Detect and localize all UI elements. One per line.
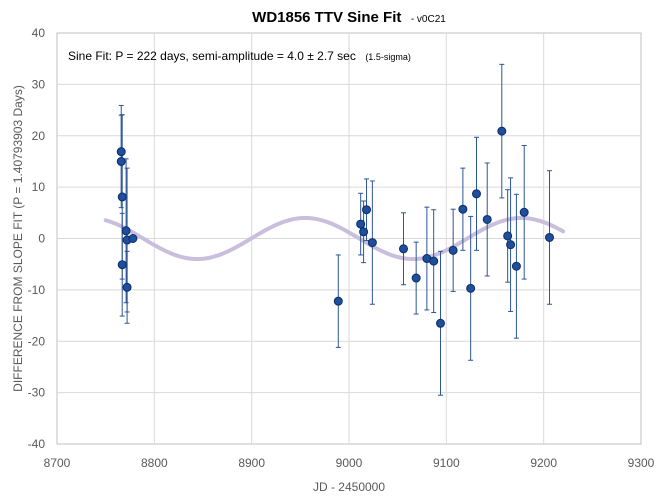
data-point	[472, 189, 482, 199]
y-tick-label: -30	[28, 386, 46, 400]
data-point	[503, 231, 513, 241]
data-point	[116, 156, 126, 166]
x-tick-label: 9100	[433, 456, 460, 470]
x-tick-label: 9000	[336, 456, 363, 470]
x-tick-label: 8900	[238, 456, 265, 470]
y-axis-ticks: -40 -30 -20 -10 0 10 20 30 40	[28, 26, 46, 451]
data-point	[117, 192, 127, 202]
x-tick-label: 8700	[44, 456, 71, 470]
y-tick-label: 20	[32, 129, 46, 143]
data-point	[506, 240, 516, 250]
data-point	[482, 214, 492, 224]
chart-title-main: WD1856 TTV Sine Fit	[252, 9, 401, 26]
data-point	[448, 245, 458, 255]
chart-title: WD1856 TTV Sine Fit - v0C21	[252, 9, 446, 26]
data-point	[429, 256, 439, 266]
y-tick-label: 10	[32, 180, 46, 194]
grid-lines	[57, 33, 641, 444]
data-point	[466, 283, 476, 293]
data-point	[367, 238, 377, 248]
x-axis-ticks: 8700 8800 8900 9000 9100 9200 9300	[44, 456, 655, 470]
x-tick-label: 9300	[628, 456, 655, 470]
data-point	[519, 207, 529, 217]
y-tick-label: -20	[28, 334, 46, 348]
data-point	[359, 227, 369, 237]
y-tick-label: -40	[28, 437, 46, 451]
data-point	[356, 219, 366, 229]
x-tick-label: 8800	[141, 456, 168, 470]
data-point	[333, 296, 343, 306]
data-point	[511, 261, 521, 271]
fit-annotation-main: Sine Fit: P = 222 days, semi-amplitude =…	[68, 49, 356, 63]
data-point	[362, 205, 372, 215]
y-tick-label: 30	[32, 77, 46, 91]
chart-title-subtitle: - v0C21	[411, 14, 446, 25]
fit-annotation: Sine Fit: P = 222 days, semi-amplitude =…	[68, 47, 411, 64]
data-point	[117, 260, 127, 270]
data-point	[411, 273, 421, 283]
data-point	[545, 232, 555, 242]
data-point	[121, 226, 131, 236]
data-point	[116, 147, 126, 157]
y-tick-label: 0	[38, 232, 45, 246]
y-axis-title: DIFFERENCE FROM SLOPE FIT (P = 1.4079390…	[11, 85, 25, 392]
data-points-layer	[116, 126, 555, 328]
data-point	[399, 244, 409, 254]
x-tick-label: 9200	[530, 456, 557, 470]
x-axis-title: JD - 2450000	[313, 480, 385, 494]
plot-area	[56, 32, 642, 445]
data-point	[435, 318, 445, 328]
data-point	[128, 234, 138, 243]
y-tick-label: -10	[28, 283, 46, 297]
data-point	[497, 126, 507, 136]
fit-annotation-note: (1.5-sigma)	[365, 52, 411, 62]
data-point	[122, 282, 132, 292]
data-point	[458, 204, 468, 214]
y-tick-label: 40	[32, 26, 46, 40]
